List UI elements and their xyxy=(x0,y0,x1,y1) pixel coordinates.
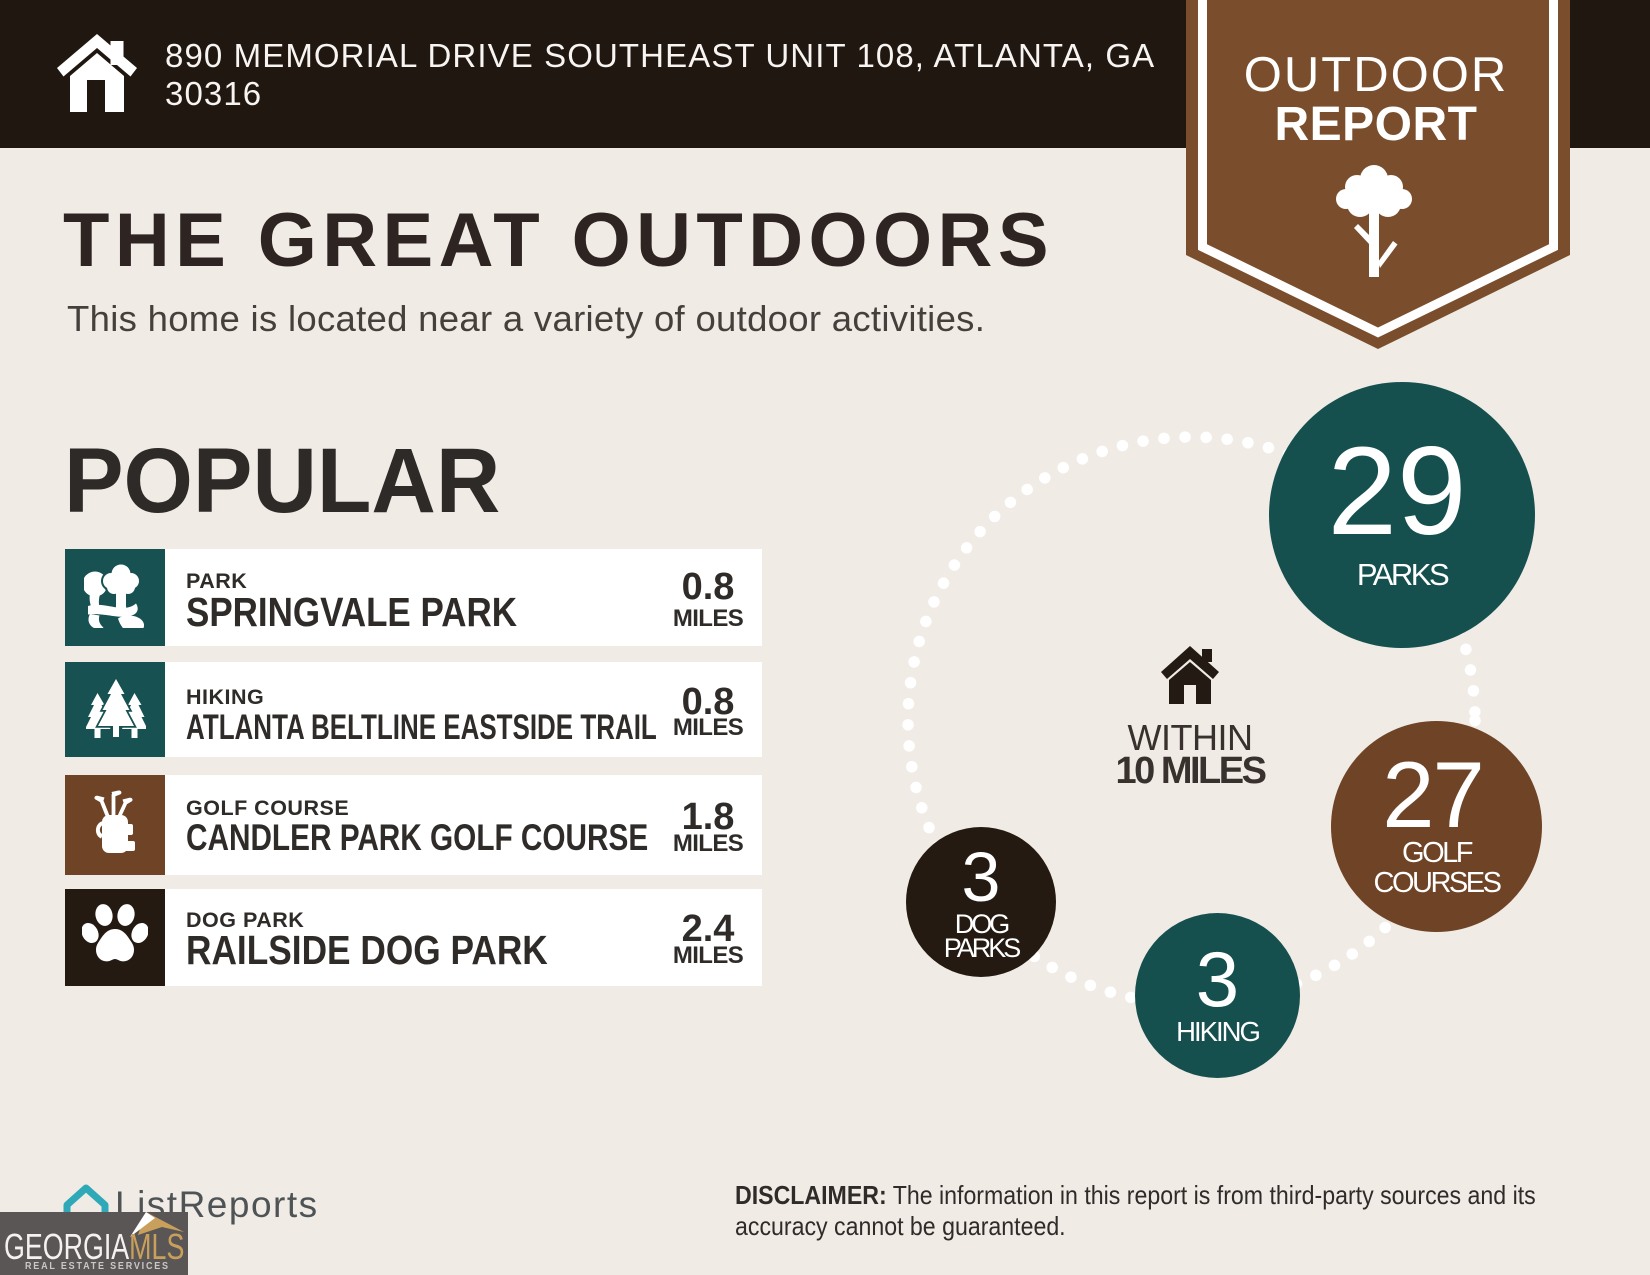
svg-text:OUTDOOR: OUTDOOR xyxy=(1244,48,1508,102)
svg-text:REPORT: REPORT xyxy=(1274,98,1477,151)
